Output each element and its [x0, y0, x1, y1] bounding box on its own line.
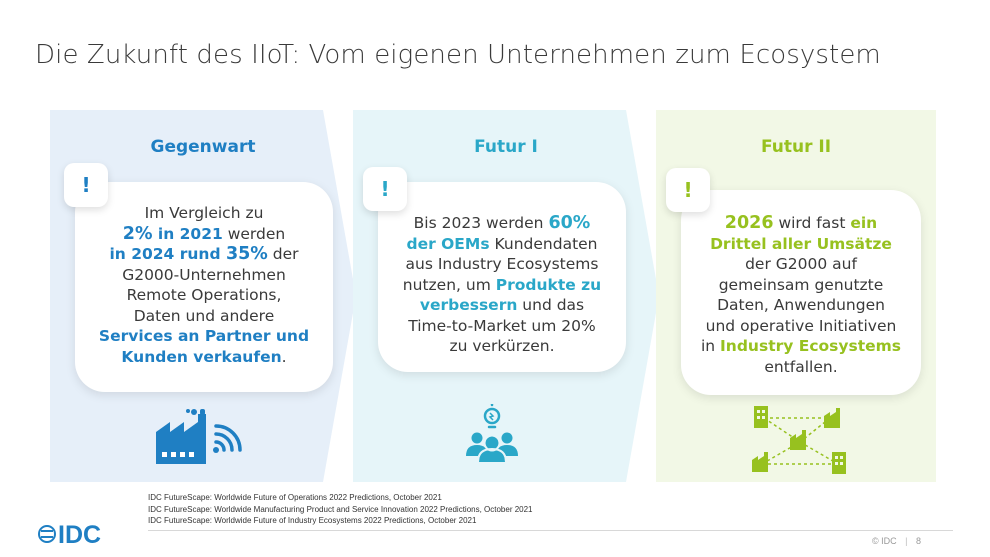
- panel-futur-1: Futur I ! Bis 2023 werden 60% der OEMs K…: [353, 110, 659, 482]
- prediction-card: [378, 182, 626, 372]
- exclamation-badge-icon: !: [363, 167, 407, 211]
- page-footer: © IDC | 8: [872, 536, 922, 546]
- panel-heading: Gegenwart: [150, 137, 256, 157]
- footnote: IDC FutureScape: Worldwide Future of Ope…: [148, 493, 442, 502]
- source-footnotes: IDC FutureScape: Worldwide Future of Ope…: [148, 492, 533, 527]
- exclamation-badge-icon: !: [666, 168, 710, 212]
- ecosystem-network-icon: [752, 406, 846, 474]
- footnote: IDC FutureScape: Worldwide Manufacturing…: [148, 504, 533, 514]
- footnote: IDC FutureScape: Worldwide Future of Ind…: [148, 516, 477, 525]
- slide-title: Die Zukunft des IIoT: Vom eigenen Untern…: [35, 40, 881, 70]
- svg-text:IDC: IDC: [58, 521, 101, 549]
- footer-divider: [148, 530, 953, 531]
- prediction-text: 2026 wird fast ein Drittel aller Umsätze…: [700, 213, 902, 376]
- panel-gegenwart: Gegenwart ! Im Vergleich zu 2% in 2021 w…: [50, 110, 356, 482]
- prediction-text: Bis 2023 werden 60% der OEMs Kundendaten…: [402, 213, 602, 355]
- copyright-text: © IDC: [872, 536, 897, 546]
- exclamation-badge-icon: !: [64, 163, 108, 207]
- prediction-card: [681, 190, 921, 395]
- panel-heading: Futur II: [760, 137, 832, 157]
- people-lightbulb-icon: [466, 404, 518, 462]
- panel-futur-2: Futur II ! 2026 wird fast ein Drittel al…: [656, 110, 936, 482]
- page-number: 8: [916, 536, 922, 546]
- idc-logo: IDC: [38, 521, 101, 549]
- prediction-text: Im Vergleich zu 2% in 2021 werden in 202…: [98, 204, 310, 366]
- panel-heading: Futur I: [474, 137, 538, 157]
- factory-wifi-icon: [156, 409, 242, 464]
- prediction-card: [75, 182, 333, 392]
